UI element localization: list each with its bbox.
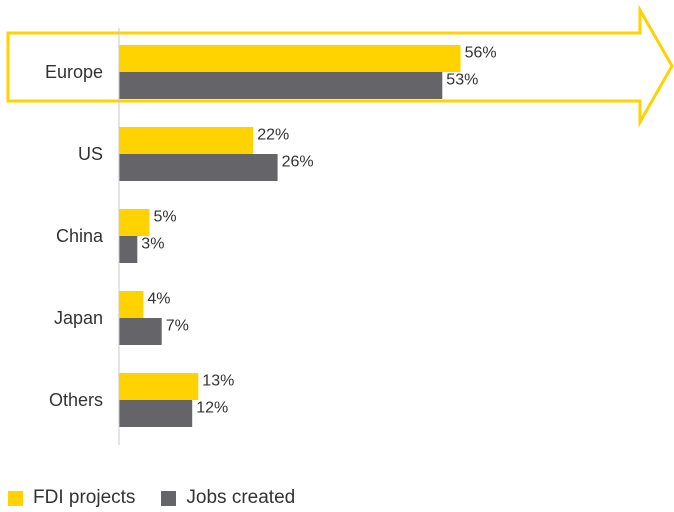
bar-fdi-projects-china bbox=[119, 209, 150, 236]
value-label-fdi-projects-china: 5% bbox=[154, 209, 177, 226]
category-label-europe: Europe bbox=[45, 62, 103, 82]
legend-swatch-fdi-projects bbox=[8, 490, 23, 506]
value-label-jobs-created-europe: 53% bbox=[446, 72, 478, 89]
value-label-jobs-created-others: 12% bbox=[196, 400, 228, 417]
bar-fdi-projects-europe bbox=[119, 45, 461, 72]
value-label-fdi-projects-japan: 4% bbox=[147, 291, 170, 308]
legend: FDI projects Jobs created bbox=[8, 486, 321, 510]
value-label-jobs-created-us: 26% bbox=[282, 154, 314, 171]
value-label-fdi-projects-europe: 56% bbox=[465, 45, 497, 62]
bar-fdi-projects-japan bbox=[119, 291, 144, 318]
category-label-japan: Japan bbox=[54, 308, 103, 328]
europe-highlight-arrow bbox=[6, 4, 674, 128]
bar-jobs-created-japan bbox=[119, 318, 162, 345]
value-label-jobs-created-japan: 7% bbox=[166, 318, 189, 335]
legend-swatch-jobs-created bbox=[161, 490, 177, 506]
value-label-fdi-projects-us: 22% bbox=[257, 127, 289, 144]
category-label-us: US bbox=[78, 144, 103, 164]
bar-jobs-created-others bbox=[119, 400, 193, 427]
legend-item-jobs-created: Jobs created bbox=[161, 487, 295, 509]
bar-jobs-created-us bbox=[119, 154, 278, 181]
legend-label-fdi-projects: FDI projects bbox=[33, 487, 136, 508]
category-labels: Europe US China Japan Others bbox=[45, 62, 104, 410]
category-label-china: China bbox=[56, 226, 104, 246]
legend-label-jobs-created: Jobs created bbox=[186, 487, 296, 508]
bar-fdi-projects-us bbox=[119, 127, 254, 154]
value-label-jobs-created-china: 3% bbox=[141, 236, 164, 253]
bar-jobs-created-europe bbox=[119, 72, 443, 99]
value-label-fdi-projects-others: 13% bbox=[202, 373, 234, 390]
bar-jobs-created-china bbox=[119, 236, 138, 263]
legend-item-fdi-projects: FDI projects bbox=[8, 487, 135, 509]
bar-fdi-projects-others bbox=[119, 373, 199, 400]
value-labels: 56% 53% 22% 26% 5% 3% 4% 7% 13% 12% bbox=[141, 45, 496, 417]
bars-group bbox=[119, 45, 461, 427]
category-label-others: Others bbox=[49, 390, 103, 410]
